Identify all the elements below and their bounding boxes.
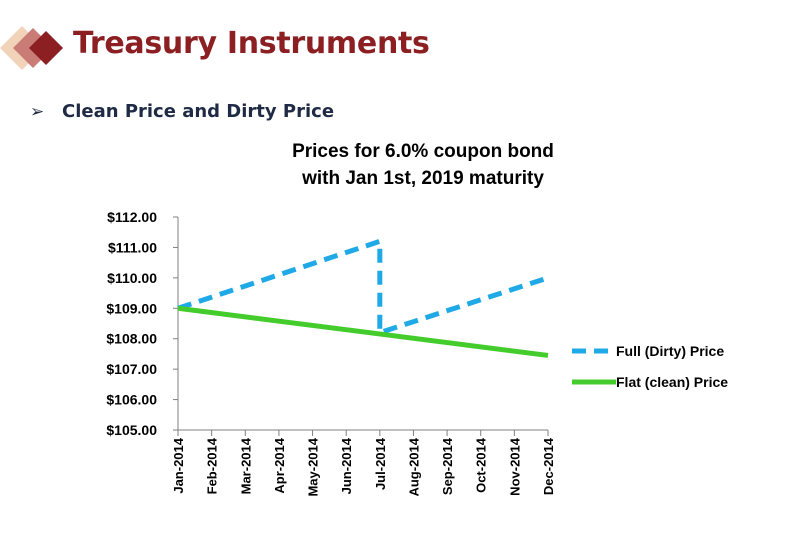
x-tick-label: Sep-2014 [440,437,455,495]
y-tick-label: $110.00 [107,270,157,286]
x-tick-label: Feb-2014 [205,437,220,494]
slide-title: Treasury Instruments [73,26,430,61]
series-line [177,237,549,337]
x-tick-label: Oct-2014 [474,437,489,493]
diamond-logo-icon [0,26,63,70]
y-tick-label: $109.00 [106,300,157,316]
legend-label: Flat (clean) Price [616,374,728,390]
chart-title-line: Prices for 6.0% coupon bond [292,141,554,162]
y-tick-label: $106.00 [106,392,157,408]
x-tick-label: May-2014 [306,437,321,496]
x-tick-label: Aug-2014 [406,437,421,496]
y-tick-label: $107.00 [106,361,157,377]
x-tick-label: Dec-2014 [541,437,556,495]
x-tick-label: Mar-2014 [238,437,253,494]
arrow-bullet-icon: ➢ [30,101,45,122]
bullet-text: Clean Price and Dirty Price [62,101,335,122]
series-line [177,305,549,358]
x-tick-label: Apr-2014 [272,437,287,493]
y-tick-label: $105.00 [106,422,157,438]
legend-label: Full (Dirty) Price [616,343,724,359]
chart-title-line: with Jan 1st, 2019 maturity [301,168,544,189]
x-tick-label: Jul-2014 [373,437,388,490]
bullet-item: ➢ Clean Price and Dirty Price [30,101,334,122]
x-tick-label: Jun-2014 [339,437,354,494]
y-tick-label: $112.00 [107,209,157,225]
x-tick-label: Nov-2014 [507,437,522,496]
y-tick-label: $111.00 [108,239,157,255]
x-tick-label: Jan-2014 [171,437,186,493]
y-tick-label: $108.00 [106,331,157,347]
